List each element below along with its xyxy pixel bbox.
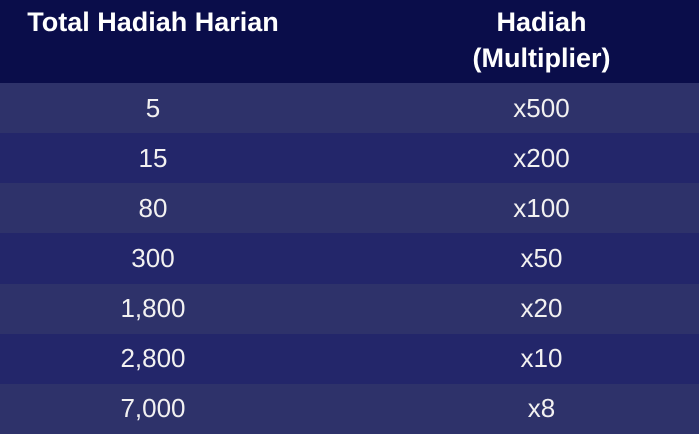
cell-multiplier: x8 [527,393,556,424]
cell-multiplier: x20 [520,293,563,324]
table-row: 7,000 x8 [0,383,699,434]
header-hadiah-multiplier: Hadiah (Multiplier) [384,4,699,83]
table-header-row: Total Hadiah Harian Hadiah (Multiplier) [0,0,699,83]
cell-multiplier: x500 [513,92,570,123]
cell-total: 7,000 [120,393,186,424]
header-total-hadiah-harian: Total Hadiah Harian [0,4,306,83]
table-row: 300 x50 [0,233,699,284]
cell-multiplier: x10 [520,343,563,374]
table-row: 15 x200 [0,133,699,184]
header-col1-label: Total Hadiah Harian [27,7,279,37]
cell-total: 1,800 [120,293,186,324]
table-body: 5 x500 15 x200 80 x100 300 x50 1,800 x20… [0,83,699,434]
cell-multiplier: x100 [513,192,570,223]
cell-multiplier: x200 [513,142,570,173]
cell-multiplier: x50 [520,242,563,273]
cell-total: 2,800 [120,343,186,374]
cell-total: 15 [138,142,168,173]
cell-total: 5 [145,92,161,123]
cell-total: 300 [131,242,175,273]
cell-total: 80 [138,192,168,223]
header-col2-label-line2: (Multiplier) [472,43,611,73]
table-row: 80 x100 [0,183,699,234]
header-col2-label-line1: Hadiah [496,7,587,37]
table-row: 5 x500 [0,83,699,134]
column-gap [306,4,384,83]
table-row: 1,800 x20 [0,283,699,334]
table-row: 2,800 x10 [0,333,699,384]
